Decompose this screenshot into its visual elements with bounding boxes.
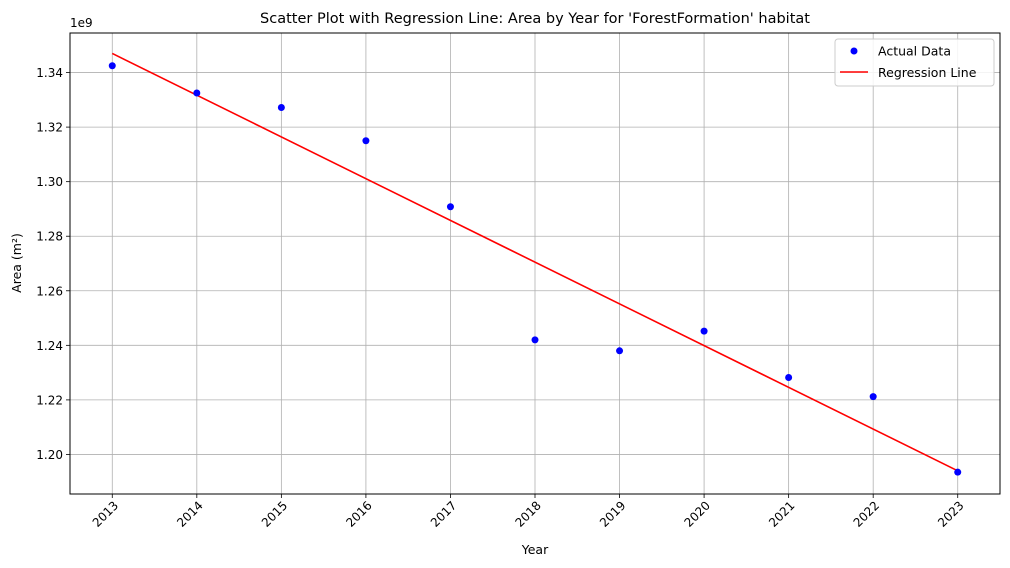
y-tick-label: 1.30 <box>36 175 63 189</box>
data-point <box>446 203 454 211</box>
data-points-group <box>108 62 962 476</box>
grid-lines <box>70 33 1000 494</box>
data-point <box>531 336 539 344</box>
data-point <box>954 468 962 476</box>
x-tick-label: 2013 <box>90 498 121 529</box>
y-tick-label: 1.34 <box>36 66 63 80</box>
y-axis-label: Area (m²) <box>9 233 24 293</box>
data-point <box>277 103 285 111</box>
x-tick-label: 2020 <box>682 498 713 529</box>
y-tick-label: 1.28 <box>36 230 63 244</box>
x-tick-label: 2016 <box>343 498 374 529</box>
data-point <box>616 347 624 355</box>
data-point <box>700 327 708 335</box>
data-point <box>108 62 116 70</box>
x-axis-label: Year <box>521 542 549 557</box>
x-tick-label: 2019 <box>597 498 628 529</box>
y-tick-label: 1.20 <box>36 448 63 462</box>
legend-box <box>834 38 995 87</box>
legend-marker-actual-data <box>850 47 858 55</box>
x-axis-ticks: 2013 2014 2015 2016 2017 2018 2019 2020 2021 2022… <box>90 494 967 530</box>
x-tick-label: 2021 <box>766 498 797 529</box>
data-point <box>785 374 793 382</box>
y-tick-label: 1.22 <box>36 393 63 407</box>
data-point <box>869 393 877 401</box>
legend-label-regression-line: Regression Line <box>878 65 977 80</box>
x-tick-label: 2017 <box>428 498 459 529</box>
x-tick-label: 2022 <box>851 498 882 529</box>
data-point <box>193 89 201 97</box>
x-tick-label: 2023 <box>935 498 966 529</box>
x-tick-label: 2018 <box>512 498 543 529</box>
y-tick-label: 1.26 <box>36 284 63 298</box>
regression-line-group <box>111 52 959 472</box>
regression-line <box>111 52 959 472</box>
y-tick-label: 1.24 <box>36 339 63 353</box>
data-point <box>362 137 370 145</box>
legend: Actual Data Regression Line <box>834 38 995 87</box>
x-tick-label: 2015 <box>259 498 290 529</box>
y-tick-label: 1.32 <box>36 121 63 135</box>
y-offset-label: 1e9 <box>70 16 93 30</box>
chart-title: Scatter Plot with Regression Line: Area … <box>260 11 810 27</box>
y-axis-ticks: 1.20 1.22 1.24 1.26 1.28 1.30 1.32 1.34 <box>36 66 70 462</box>
legend-label-actual-data: Actual Data <box>878 44 951 59</box>
x-tick-label: 2014 <box>174 498 205 529</box>
